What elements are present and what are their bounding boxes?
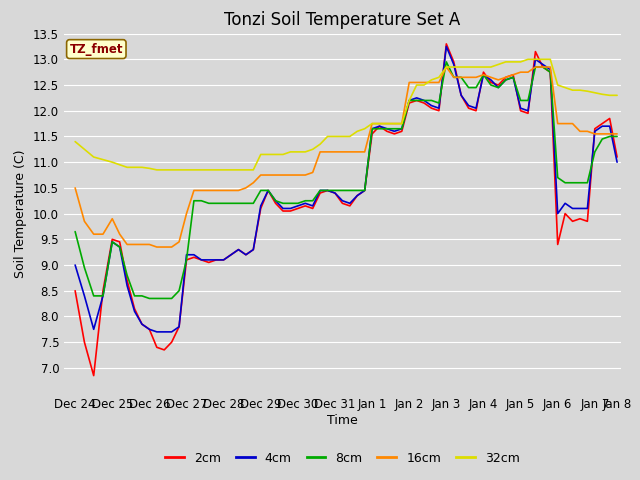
32cm [71, 139, 79, 144]
16cm [539, 64, 547, 70]
4cm [554, 211, 561, 216]
4cm [353, 193, 361, 199]
2cm [90, 373, 97, 379]
8cm [576, 180, 584, 186]
4cm [153, 329, 161, 335]
8cm [539, 64, 547, 70]
8cm [71, 228, 79, 234]
2cm [353, 193, 361, 199]
2cm [264, 188, 272, 193]
Text: TZ_fmet: TZ_fmet [70, 43, 123, 56]
16cm [442, 64, 450, 70]
Line: 16cm: 16cm [75, 67, 617, 247]
8cm [353, 188, 361, 193]
X-axis label: Time: Time [327, 414, 358, 427]
16cm [353, 149, 361, 155]
32cm [353, 129, 361, 134]
8cm [264, 188, 272, 193]
16cm [153, 244, 161, 250]
2cm [71, 288, 79, 294]
4cm [539, 61, 547, 67]
4cm [205, 257, 212, 263]
2cm [613, 154, 621, 160]
2cm [539, 64, 547, 70]
Line: 32cm: 32cm [75, 60, 617, 170]
2cm [205, 260, 212, 265]
2cm [576, 216, 584, 222]
16cm [205, 188, 212, 193]
Y-axis label: Soil Temperature (C): Soil Temperature (C) [15, 149, 28, 278]
2cm [442, 41, 450, 47]
Title: Tonzi Soil Temperature Set A: Tonzi Soil Temperature Set A [224, 11, 461, 29]
4cm [613, 159, 621, 165]
4cm [71, 262, 79, 268]
16cm [554, 121, 561, 127]
16cm [264, 172, 272, 178]
Line: 2cm: 2cm [75, 44, 617, 376]
8cm [613, 133, 621, 139]
32cm [524, 57, 532, 62]
4cm [264, 188, 272, 193]
32cm [539, 57, 547, 62]
2cm [554, 241, 561, 247]
16cm [576, 129, 584, 134]
Line: 8cm: 8cm [75, 62, 617, 299]
32cm [153, 167, 161, 173]
32cm [613, 93, 621, 98]
4cm [576, 205, 584, 211]
4cm [442, 44, 450, 49]
Line: 4cm: 4cm [75, 47, 617, 332]
32cm [205, 167, 212, 173]
8cm [442, 59, 450, 65]
32cm [554, 82, 561, 88]
16cm [613, 131, 621, 137]
Legend: 2cm, 4cm, 8cm, 16cm, 32cm: 2cm, 4cm, 8cm, 16cm, 32cm [160, 447, 525, 469]
32cm [264, 152, 272, 157]
16cm [71, 185, 79, 191]
8cm [205, 201, 212, 206]
8cm [145, 296, 153, 301]
8cm [554, 175, 561, 180]
32cm [576, 87, 584, 93]
